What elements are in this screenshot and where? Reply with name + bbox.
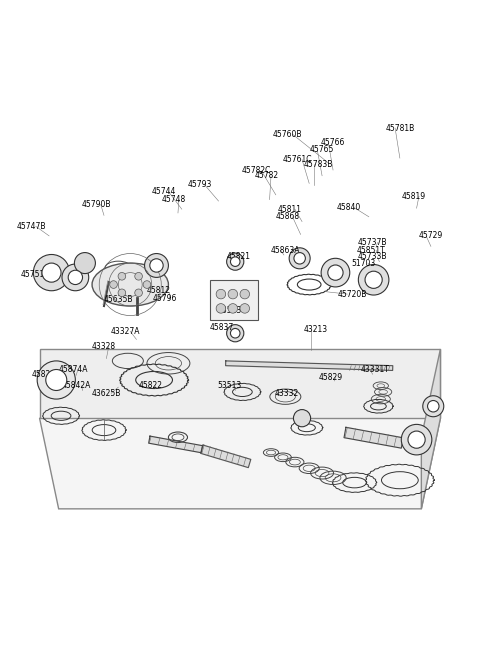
Circle shape [240, 304, 250, 313]
Text: 53513: 53513 [217, 307, 241, 315]
Circle shape [227, 253, 244, 271]
Text: 45733B: 45733B [358, 252, 387, 261]
Ellipse shape [92, 263, 168, 306]
Text: 45811: 45811 [278, 204, 302, 214]
Polygon shape [201, 445, 251, 468]
Circle shape [230, 257, 240, 267]
Text: 45829: 45829 [31, 370, 56, 379]
Circle shape [423, 396, 444, 417]
Circle shape [62, 264, 89, 291]
Circle shape [74, 253, 96, 274]
Text: 43213: 43213 [303, 326, 327, 335]
Text: 45765: 45765 [310, 145, 334, 155]
Text: 45782: 45782 [254, 171, 278, 180]
Text: 45790B: 45790B [81, 200, 110, 209]
Circle shape [227, 325, 244, 342]
Circle shape [294, 253, 305, 264]
Polygon shape [421, 349, 441, 509]
Text: 43327A: 43327A [111, 327, 140, 336]
Text: 45782C: 45782C [242, 166, 271, 176]
Polygon shape [39, 349, 441, 418]
Circle shape [230, 328, 240, 338]
Circle shape [118, 289, 126, 297]
Circle shape [110, 281, 117, 288]
Text: 45744: 45744 [152, 187, 176, 196]
Circle shape [143, 281, 151, 288]
Text: 45863A: 45863A [271, 246, 300, 255]
Text: 45760B: 45760B [273, 130, 302, 139]
Circle shape [293, 409, 311, 427]
Circle shape [144, 253, 168, 277]
Text: 45796: 45796 [153, 294, 177, 303]
Circle shape [428, 400, 439, 412]
Circle shape [228, 290, 238, 299]
Text: 45729: 45729 [419, 231, 443, 240]
Text: 43331T: 43331T [360, 365, 389, 374]
Circle shape [228, 304, 238, 313]
Text: 45720B: 45720B [337, 290, 367, 299]
Text: 45819: 45819 [402, 192, 426, 201]
Text: 45837: 45837 [210, 323, 234, 332]
Text: 45793: 45793 [187, 180, 212, 189]
Circle shape [135, 272, 143, 280]
Text: 45766: 45766 [321, 138, 345, 147]
Text: 51703: 51703 [351, 259, 375, 268]
Text: 43625B: 43625B [92, 389, 121, 398]
Text: 45761C: 45761C [283, 155, 312, 164]
Circle shape [408, 431, 425, 448]
Circle shape [46, 369, 67, 390]
Circle shape [216, 304, 226, 313]
Polygon shape [344, 427, 403, 448]
Circle shape [216, 290, 226, 299]
Text: 45822: 45822 [138, 381, 162, 390]
Circle shape [34, 255, 70, 291]
FancyBboxPatch shape [210, 280, 258, 320]
Circle shape [328, 265, 343, 280]
Text: 43328: 43328 [92, 342, 116, 351]
Circle shape [359, 265, 389, 295]
Text: 45781B: 45781B [385, 124, 415, 132]
Circle shape [150, 259, 163, 272]
Text: 45842A: 45842A [62, 381, 92, 390]
Text: 45783B: 45783B [304, 160, 334, 169]
Text: 45748: 45748 [162, 195, 186, 204]
Text: 45851T: 45851T [357, 246, 385, 255]
Circle shape [365, 271, 382, 288]
Text: 45840: 45840 [336, 203, 361, 212]
Circle shape [289, 248, 310, 269]
Circle shape [321, 258, 350, 287]
Text: 45829: 45829 [319, 373, 343, 382]
Text: 53513: 53513 [217, 381, 241, 390]
Circle shape [68, 271, 83, 284]
Text: 45874A: 45874A [58, 365, 88, 374]
Text: 43332: 43332 [275, 389, 299, 398]
Circle shape [37, 361, 75, 399]
Text: 45868: 45868 [276, 212, 300, 221]
Text: 45812: 45812 [147, 286, 171, 295]
Circle shape [118, 272, 126, 280]
Text: 45737B: 45737B [358, 238, 387, 247]
Circle shape [42, 263, 61, 282]
Polygon shape [39, 418, 441, 509]
Circle shape [240, 290, 250, 299]
Circle shape [401, 424, 432, 455]
Polygon shape [149, 436, 203, 453]
Text: 45635B: 45635B [104, 295, 133, 305]
Circle shape [135, 289, 143, 297]
Text: 45751: 45751 [20, 270, 45, 278]
Text: 45747B: 45747B [16, 222, 46, 231]
Polygon shape [226, 361, 393, 371]
Text: 45821: 45821 [227, 252, 251, 261]
